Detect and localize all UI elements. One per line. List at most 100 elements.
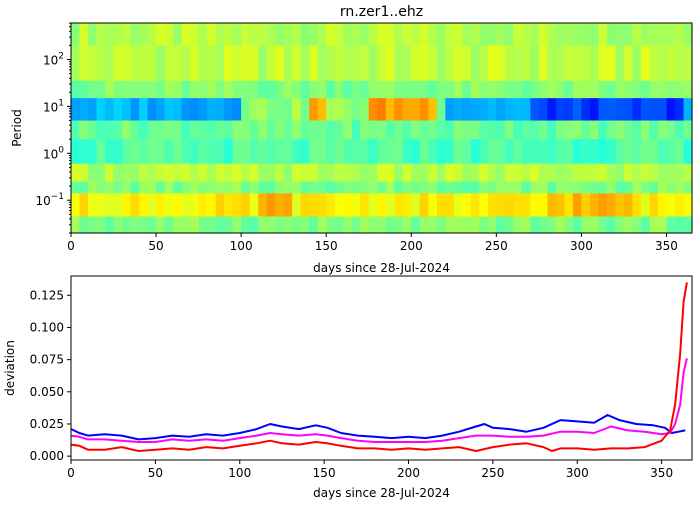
heatmap-cell bbox=[292, 98, 302, 122]
heatmap-cell bbox=[521, 80, 531, 99]
heatmap-cell bbox=[572, 193, 583, 218]
heatmap-cell bbox=[623, 45, 634, 82]
heatmap-cell bbox=[674, 98, 685, 122]
heatmap-cell bbox=[232, 139, 242, 165]
heatmap-cell bbox=[555, 98, 565, 122]
heatmap-cell bbox=[530, 216, 540, 234]
heatmap-cell bbox=[241, 23, 251, 46]
heatmap-cell bbox=[79, 120, 89, 140]
heatmap-cell bbox=[538, 98, 548, 122]
heatmap-cell bbox=[564, 80, 574, 99]
heatmap-cell bbox=[496, 163, 506, 183]
heatmap-cell bbox=[88, 193, 98, 218]
heatmap-cell bbox=[368, 45, 378, 82]
heatmap-cell bbox=[513, 120, 523, 140]
heatmap-cell bbox=[377, 120, 387, 140]
heatmap-cell bbox=[215, 181, 225, 194]
heatmap-cell bbox=[130, 181, 140, 194]
heatmap-cell bbox=[105, 163, 115, 183]
heatmap-cell bbox=[368, 139, 378, 165]
heatmap-cell bbox=[598, 120, 608, 140]
heatmap-cell bbox=[513, 163, 523, 183]
heatmap-cell bbox=[215, 216, 225, 234]
heatmap-cell bbox=[309, 139, 319, 165]
heatmap-cell bbox=[521, 45, 531, 82]
heatmap-cell bbox=[402, 216, 412, 234]
heatmap-cell bbox=[623, 193, 634, 218]
heatmap-cell bbox=[190, 163, 200, 183]
heatmap-cell bbox=[530, 181, 540, 194]
heatmap-cell bbox=[666, 98, 676, 122]
heatmap-cell bbox=[275, 98, 285, 122]
heatmap-cell bbox=[334, 163, 344, 183]
heatmap-cell bbox=[283, 80, 293, 99]
heatmap-cell bbox=[385, 98, 395, 122]
heatmap-cell bbox=[232, 120, 242, 140]
heatmap-cell bbox=[360, 181, 370, 194]
heatmap-cell bbox=[606, 23, 617, 46]
heatmap-cell bbox=[445, 80, 455, 99]
heatmap-cell bbox=[309, 216, 319, 234]
heatmap-cell bbox=[258, 45, 268, 82]
heatmap-cell bbox=[249, 193, 259, 218]
heatmap-cell bbox=[173, 193, 183, 218]
heatmap-cell bbox=[351, 23, 361, 46]
heatmap-cell bbox=[224, 193, 234, 218]
heatmap-cell bbox=[462, 163, 472, 183]
heatmap-cell bbox=[334, 181, 344, 194]
heatmap-cell bbox=[139, 23, 149, 46]
heatmap-cell bbox=[292, 120, 302, 140]
x-tick-label: 200 bbox=[397, 466, 420, 480]
heatmap-cell bbox=[615, 181, 625, 194]
heatmap-cell bbox=[470, 163, 480, 183]
heatmap-cell bbox=[666, 80, 676, 99]
heatmap-cell bbox=[394, 45, 404, 82]
heatmap-cell bbox=[173, 163, 183, 183]
heatmap-cell bbox=[309, 23, 319, 46]
heatmap-cell bbox=[436, 45, 446, 82]
heatmap-cell bbox=[266, 193, 276, 218]
heatmap-cell bbox=[402, 45, 412, 82]
heatmap-cell bbox=[258, 163, 268, 183]
y-tick-label: 0.025 bbox=[30, 417, 64, 431]
heatmap-cell bbox=[385, 181, 395, 194]
heatmap-cell bbox=[487, 181, 497, 194]
heatmap-cell bbox=[139, 163, 149, 183]
heatmap-cell bbox=[479, 216, 489, 234]
heatmap-cell bbox=[198, 45, 208, 82]
heatmap-cell bbox=[360, 23, 370, 46]
heatmap-cell bbox=[249, 45, 259, 82]
heatmap-cell bbox=[615, 45, 625, 82]
x-tick-label: 50 bbox=[148, 239, 163, 253]
heatmap-cell bbox=[258, 80, 268, 99]
heatmap-cell bbox=[394, 139, 404, 165]
x-tick-label: 0 bbox=[67, 239, 75, 253]
heatmap-cell bbox=[190, 98, 200, 122]
heatmap-cell bbox=[275, 139, 285, 165]
heatmap-cell bbox=[198, 163, 208, 183]
heatmap-cell bbox=[453, 23, 463, 46]
heatmap-cell bbox=[683, 120, 693, 140]
heatmap-cell bbox=[470, 98, 480, 122]
heatmap-cell bbox=[555, 80, 565, 99]
heatmap-cell bbox=[411, 193, 421, 218]
heatmap-cell bbox=[436, 216, 446, 234]
heatmap-cell bbox=[564, 45, 574, 82]
heatmap-title: rn.zer1..ehz bbox=[340, 4, 423, 20]
heatmap-cell bbox=[530, 45, 540, 82]
heatmap-cell bbox=[190, 216, 200, 234]
heatmap-cell bbox=[96, 23, 106, 46]
heatmap-cell bbox=[598, 163, 608, 183]
heatmap-cell bbox=[385, 193, 395, 218]
heatmap-cell bbox=[521, 23, 531, 46]
heatmap-cell bbox=[122, 139, 132, 165]
heatmap-cell bbox=[224, 45, 234, 82]
heatmap-cell bbox=[232, 193, 242, 218]
deviation-series-line bbox=[70, 414, 686, 441]
heatmap-cell bbox=[181, 45, 191, 82]
heatmap-cell bbox=[139, 120, 149, 140]
heatmap-cell bbox=[300, 23, 310, 46]
heatmap-cell bbox=[181, 139, 191, 165]
heatmap-cell bbox=[113, 139, 123, 165]
heatmap-cell bbox=[581, 193, 591, 218]
